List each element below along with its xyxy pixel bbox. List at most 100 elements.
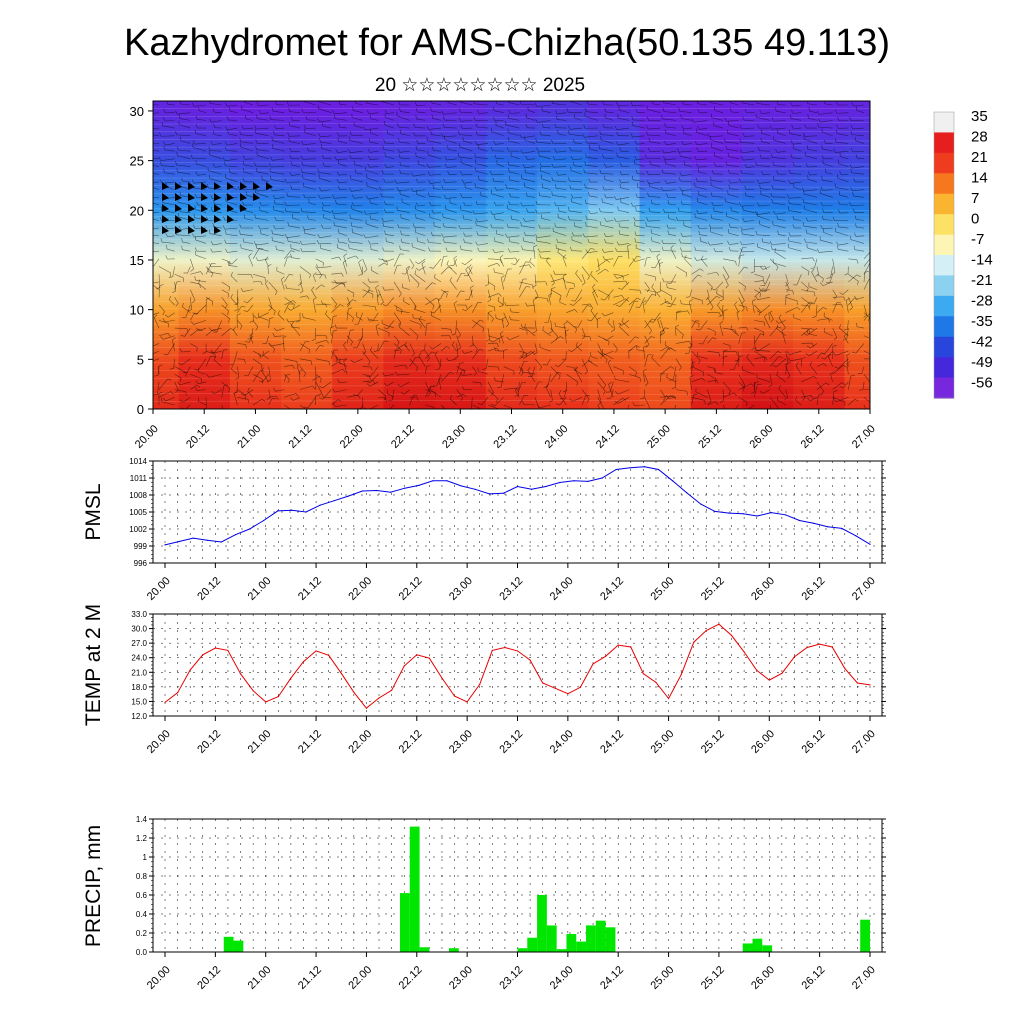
heatmap-xtick-label: 25.12 <box>696 423 724 451</box>
panel-xtick-label: 23.00 <box>447 728 475 756</box>
series-point <box>658 469 659 470</box>
series-point <box>769 679 770 680</box>
panel-xtick-label: 25.12 <box>699 964 727 992</box>
colorbar-swatch <box>934 275 954 296</box>
wind-barb-feather <box>727 416 730 419</box>
panel-xtick-label: 23.00 <box>447 575 475 603</box>
panel-xtick-label: 20.00 <box>145 728 173 756</box>
heatmap-ytick-label: 5 <box>137 352 144 367</box>
series-point <box>681 674 682 675</box>
panel-xtick-label: 21.12 <box>296 964 324 992</box>
series-point <box>353 692 354 693</box>
panel-xtick-label: 22.00 <box>346 575 374 603</box>
series-point <box>531 489 532 490</box>
series-point <box>429 658 430 659</box>
colorbar-swatch <box>934 357 954 378</box>
panel-ytick-label: 30.0 <box>131 625 147 634</box>
wind-barb-feather <box>151 280 152 284</box>
series-point <box>655 682 656 683</box>
precip-bar <box>576 942 586 952</box>
colorbar-label: -42 <box>971 334 993 351</box>
panel-xtick-label: 25.12 <box>699 575 727 603</box>
heatmap-ytick-label: 0 <box>137 402 144 417</box>
panel-xtick-label: 23.12 <box>497 964 525 992</box>
panel-ytick-label: 1011 <box>130 474 148 483</box>
colorbar-swatch <box>934 194 954 215</box>
wind-barb-feather <box>151 146 152 150</box>
wind-barb-feather <box>147 344 150 347</box>
panel-xtick-label: 20.00 <box>145 575 173 603</box>
series-point <box>706 630 707 631</box>
panel-xtick-label: 24.00 <box>548 575 576 603</box>
series-point <box>756 670 757 671</box>
series-point <box>757 515 758 516</box>
series-point <box>559 482 560 483</box>
wind-barb-feather <box>149 231 150 235</box>
panel-xtick-label: 20.12 <box>195 575 223 603</box>
panel-ylabel: PRECIP, mm <box>82 825 105 947</box>
panel-ytick-label: 15.0 <box>131 697 147 706</box>
series-point <box>179 541 180 542</box>
series-point <box>714 511 715 512</box>
series-point <box>592 663 593 664</box>
colorbar-swatch <box>934 316 954 337</box>
series-point <box>391 690 392 691</box>
panel-ytick-label: 999 <box>134 542 148 551</box>
series-point <box>503 493 504 494</box>
series-point <box>376 490 377 491</box>
series-point <box>555 688 556 689</box>
precip-bar <box>586 925 596 952</box>
panel-xtick-label: 22.12 <box>397 728 425 756</box>
series-point <box>334 500 335 501</box>
heatmap-xtick-label: 20.00 <box>133 423 161 451</box>
wind-barb-feather <box>769 413 772 415</box>
series-point <box>362 490 363 491</box>
panel-ylabel: PMSL <box>82 483 105 540</box>
heatmap-xtick-label: 22.00 <box>338 423 366 451</box>
series-point <box>781 673 782 674</box>
wind-barb-feather <box>150 179 152 183</box>
series-point <box>744 651 745 652</box>
panel-xtick-label: 26.12 <box>800 964 828 992</box>
page-subtitle: 20 ☆☆☆☆☆☆☆☆ 2025 <box>375 75 585 96</box>
panel-xtick-label: 26.12 <box>800 728 828 756</box>
panel-xtick-label: 22.12 <box>397 575 425 603</box>
series-point <box>489 493 490 494</box>
series-point <box>479 684 480 685</box>
series-point <box>202 654 203 655</box>
series-point <box>390 492 391 493</box>
precip-bar <box>762 945 772 952</box>
wind-barb-feather <box>291 410 292 414</box>
series-point <box>404 665 405 666</box>
colorbar-swatch <box>934 153 954 174</box>
series-point <box>278 696 279 697</box>
series-point <box>813 523 814 524</box>
colorbar-swatch <box>934 255 954 276</box>
heatmap-xtick-label: 20.12 <box>184 423 212 451</box>
heatmap-xtick-label: 27.00 <box>850 423 878 451</box>
panel-xtick-label: 21.12 <box>296 575 324 603</box>
series-point <box>630 467 631 468</box>
wind-barb-feather <box>870 263 874 264</box>
panel-ytick-label: 1002 <box>129 525 147 534</box>
colorbar-label: -35 <box>971 313 993 330</box>
wind-barb-feather <box>147 116 148 120</box>
precip-bar <box>400 893 410 952</box>
precip-bar <box>420 947 430 952</box>
colorbar-label: 7 <box>971 190 979 207</box>
panel-xtick-label: 26.00 <box>749 964 777 992</box>
wind-barb-feather <box>148 169 149 173</box>
series-point <box>587 481 588 482</box>
wind-barb-feather <box>148 131 149 135</box>
colorbar-label: -21 <box>971 272 993 289</box>
heatmap-xtick-label: 23.12 <box>491 423 519 451</box>
series-point <box>517 486 518 487</box>
series-point <box>504 647 505 648</box>
series-point <box>668 698 669 699</box>
series-point <box>806 647 807 648</box>
series-point <box>277 510 278 511</box>
panel-xtick-label: 24.00 <box>548 728 576 756</box>
